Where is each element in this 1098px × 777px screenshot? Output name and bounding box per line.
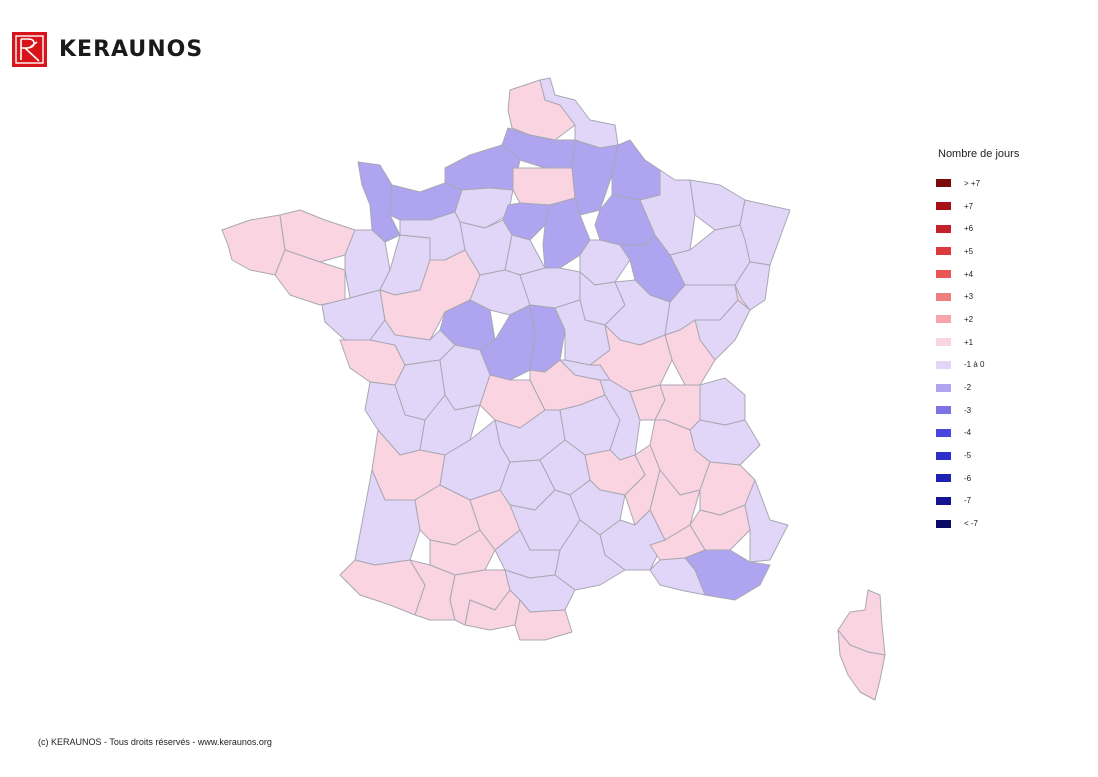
legend-item: -7 bbox=[936, 490, 1019, 513]
legend-swatch bbox=[936, 496, 951, 505]
dept-pyrenees-orientales[interactable] bbox=[514, 599, 573, 641]
legend-swatch bbox=[936, 315, 951, 324]
legend-item: +2 bbox=[936, 308, 1019, 331]
legend-label: +4 bbox=[964, 269, 974, 279]
legend-label: +1 bbox=[964, 337, 974, 347]
legend-swatch bbox=[936, 474, 951, 483]
legend-swatch bbox=[936, 519, 951, 528]
keraunos-logo-icon bbox=[12, 32, 47, 67]
dept-seine-et-marne[interactable] bbox=[542, 197, 591, 269]
legend-item: +5 bbox=[936, 240, 1019, 263]
legend-swatch bbox=[936, 270, 951, 279]
legend-swatch bbox=[936, 224, 951, 233]
legend-label: -4 bbox=[964, 428, 972, 438]
legend-item: > +7 bbox=[936, 172, 1019, 195]
legend-swatch bbox=[936, 202, 951, 211]
legend-item: +7 bbox=[936, 195, 1019, 218]
dept-allier[interactable] bbox=[559, 359, 611, 381]
legend-label: -1 à 0 bbox=[964, 360, 985, 370]
dept-oise[interactable] bbox=[512, 167, 576, 206]
legend-swatch bbox=[936, 383, 951, 392]
legend-item: -5 bbox=[936, 444, 1019, 467]
legend-label: +2 bbox=[964, 314, 974, 324]
legend-label: +7 bbox=[964, 201, 974, 211]
legend-item: < -7 bbox=[936, 512, 1019, 535]
legend-swatch bbox=[936, 428, 951, 437]
legend-swatch bbox=[936, 406, 951, 415]
legend-swatch bbox=[936, 179, 951, 188]
dept-loiret[interactable] bbox=[519, 267, 581, 309]
legend-item: +6 bbox=[936, 217, 1019, 240]
dept-vendee[interactable] bbox=[339, 339, 406, 386]
legend-swatch bbox=[936, 292, 951, 301]
dept-alpes-maritimes[interactable] bbox=[744, 479, 789, 563]
dept-seine-maritime[interactable] bbox=[444, 144, 521, 191]
dept-jura[interactable] bbox=[664, 319, 716, 386]
legend-label: -7 bbox=[964, 496, 972, 506]
legend-swatch bbox=[936, 451, 951, 460]
legend-label: -2 bbox=[964, 383, 972, 393]
dept-pyrenees-atlantiques[interactable] bbox=[339, 559, 426, 616]
dept-finistere[interactable] bbox=[221, 214, 286, 276]
legend-swatch bbox=[936, 360, 951, 369]
legend-label: +5 bbox=[964, 246, 974, 256]
legend-item: -1 à 0 bbox=[936, 354, 1019, 377]
logo-text: KERAUNOS bbox=[59, 37, 204, 62]
legend-item: +1 bbox=[936, 331, 1019, 354]
legend-swatch bbox=[936, 247, 951, 256]
legend-item: -6 bbox=[936, 467, 1019, 490]
legend-label: +6 bbox=[964, 224, 974, 234]
legend-swatch bbox=[936, 338, 951, 347]
dept-manche[interactable] bbox=[357, 161, 401, 243]
dept-moselle[interactable] bbox=[689, 179, 746, 231]
dept-morbihan[interactable] bbox=[274, 249, 346, 306]
keraunos-logo: KERAUNOS bbox=[12, 32, 203, 67]
legend-item: -4 bbox=[936, 422, 1019, 445]
legend-label: -6 bbox=[964, 473, 972, 483]
legend-item: +4 bbox=[936, 263, 1019, 286]
legend-label: > +7 bbox=[964, 178, 981, 188]
dept-ardennes[interactable] bbox=[611, 139, 661, 201]
legend-item: +3 bbox=[936, 285, 1019, 308]
legend-item: -3 bbox=[936, 399, 1019, 422]
legend: Nombre de jours > +7 +7 +6 +5 +4 +3 +2 +1 -1 à 0… bbox=[936, 148, 1019, 535]
legend-label: +3 bbox=[964, 292, 974, 302]
legend-item: -2 bbox=[936, 376, 1019, 399]
dept-haute-savoie[interactable] bbox=[699, 377, 746, 426]
copyright-footer: (c) KERAUNOS - Tous droits réservés - ww… bbox=[38, 737, 272, 747]
dept-loire[interactable] bbox=[599, 379, 641, 461]
legend-label: -5 bbox=[964, 451, 972, 461]
legend-label: -3 bbox=[964, 405, 972, 415]
dept-corse-du-sud[interactable] bbox=[837, 629, 886, 701]
legend-title: Nombre de jours bbox=[938, 148, 1020, 160]
dept-bouches-du-rhone[interactable] bbox=[649, 557, 706, 596]
legend-label: < -7 bbox=[964, 519, 979, 529]
dept-essonne[interactable] bbox=[504, 234, 546, 276]
